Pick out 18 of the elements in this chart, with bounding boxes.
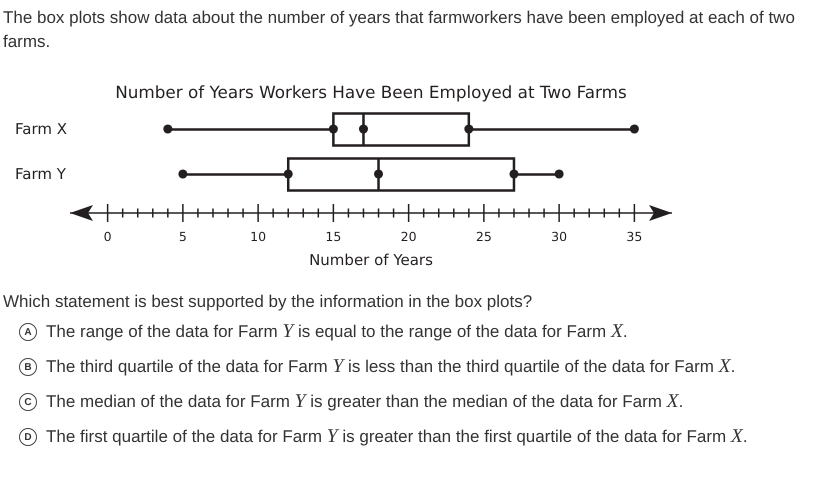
y-tick-label: Farm Y: [15, 165, 67, 183]
text: B The third quartile of the data for Farm Y is less than the third quartile of the data for Farm X.: [24, 356, 736, 377]
x-tick-label: 0: [104, 229, 112, 244]
x-tick-label: 35: [626, 229, 642, 244]
x-axis-title: Number of Years: [309, 251, 434, 269]
x-tick-label: 10: [250, 229, 266, 244]
chart-title: Number of Years Workers Have Been Employed at Two Farms: [114, 81, 628, 103]
x-tick-label: 5: [178, 229, 187, 244]
x-tick-label: 25: [476, 229, 492, 244]
x-tick-label: 30: [551, 229, 568, 244]
x-tick-label: 15: [325, 229, 342, 244]
text: C The median of the data for Farm Y is greater than the median of the data for Farm X.: [24, 391, 684, 412]
text: D The first quartile of the data for Farm Y is greater than the first quartile of the data for Farm X.: [24, 426, 748, 447]
text: The box plots show data about the number of years that farmworkers have been employed at each of two farms.: [3, 7, 796, 53]
text: A The range of the data for Farm Y is equal to the range of the data for Farm X.: [24, 321, 628, 342]
x-tick-label: 20: [400, 229, 417, 244]
y-tick-label: Farm X: [15, 120, 68, 138]
text: Which statement is best supported by the information in the box plots?: [3, 291, 532, 313]
